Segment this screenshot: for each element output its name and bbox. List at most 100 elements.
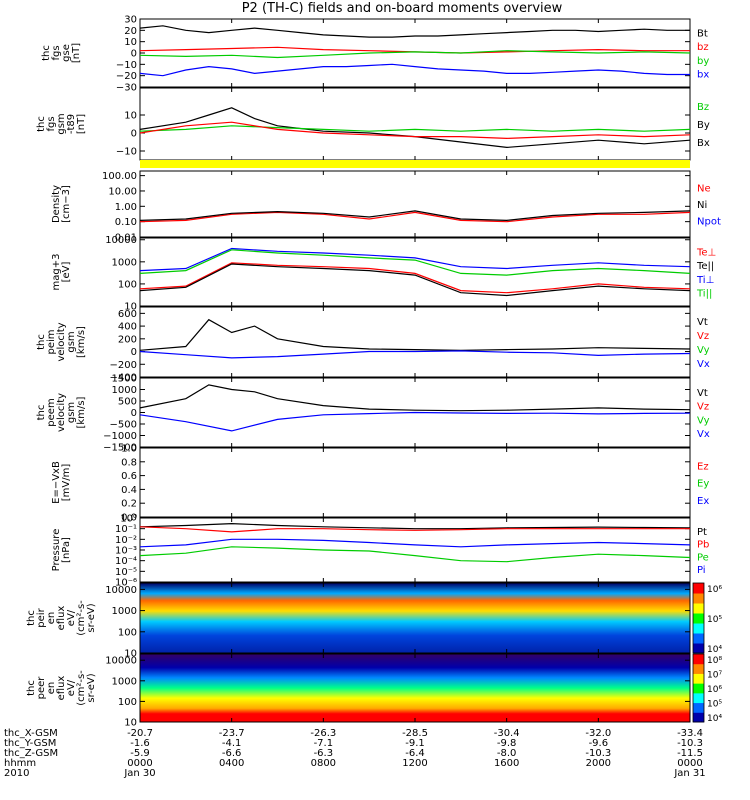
panel-temperature: 10000 1000 100 10 mag+3 [eV] Te⊥ Te|| Ti⊥ Ti|| — [51, 235, 716, 312]
legend-entry: Vx — [697, 359, 710, 370]
y-tick-label: 1000 — [112, 385, 137, 396]
x-ticks-peim_velocity — [139, 307, 691, 377]
y-axis-label-line: eV/ — [66, 679, 77, 696]
x-axis-tick-value: -28.5 — [402, 728, 428, 739]
y-tick-label: 0.2 — [121, 499, 137, 510]
y-tick-label: −500 — [110, 420, 137, 431]
legend-entry: Ey — [697, 479, 709, 490]
colorbar-segment — [693, 683, 704, 694]
y-tick-label: 0 — [131, 347, 137, 358]
legend-entry: Vy — [697, 415, 710, 426]
y-tick-label: 10⁻⁶ — [115, 578, 137, 589]
y-tick-label: 0.6 — [121, 471, 137, 482]
legend-peim_velocity: Vt Vz Vy Vx — [697, 317, 710, 370]
y-tick-label: 10⁰ — [120, 514, 137, 525]
y-tick-label: 400 — [118, 322, 137, 333]
x-axis-tick-value: -6.3 — [314, 748, 334, 759]
colorbar-tick-label: 10⁵ — [707, 700, 722, 710]
y-tick-label: 100 — [118, 697, 137, 708]
series-Vx — [139, 411, 691, 432]
y-tick-label: 1500 — [112, 374, 137, 385]
y-tick-label: 10 — [124, 718, 137, 729]
x-axis-tick-value: -9.8 — [497, 738, 517, 749]
y-axis-label-line: eV/ — [66, 609, 77, 626]
legend-entry: Vz — [697, 331, 709, 342]
colorbar-segment — [693, 712, 704, 723]
y-axis-label-line: Pressure — [51, 529, 62, 572]
y-axis-label-fgs_gsm: thc fgs gsm -t89 [nT] — [36, 113, 87, 134]
legend-entry: Pi — [697, 565, 706, 576]
x-axis-tick-value: Jan 31 — [673, 768, 705, 779]
y-tick-label: 10.00 — [108, 186, 137, 197]
legend-entry: Ne — [697, 184, 711, 195]
y-axis-label-fgs_gse: thc fgs gse [nT] — [41, 43, 82, 63]
x-axis-row-label: thc_Z-GSM — [4, 748, 58, 759]
y-tick-label: 10⁻³ — [115, 546, 137, 557]
colorbar-tick-label: 10⁵ — [707, 615, 722, 625]
y-tick-label: 20 — [124, 26, 137, 37]
y-axis-label-line: sr-eV) — [86, 673, 97, 702]
colorbar-segment — [693, 673, 704, 684]
y-axis-label-line: gsm — [66, 331, 77, 352]
x-axis-tick-value: 0800 — [311, 758, 336, 769]
y-axis-label-line: [cm−3] — [61, 185, 72, 223]
y-tick-label: 1000 — [112, 257, 137, 268]
y-tick-label: 10⁻² — [115, 535, 137, 546]
legend-entry: Ni — [697, 200, 707, 211]
x-axis-tick-value: -4.1 — [222, 738, 242, 749]
series-Pe — [139, 546, 691, 563]
series-Bz — [139, 125, 691, 132]
y-tick-label: 100 — [118, 627, 137, 638]
y-tick-label: 0.4 — [121, 485, 137, 496]
y-tick-label: 1000 — [112, 606, 137, 617]
y-axis-label-line: peir — [36, 607, 47, 627]
series-bx — [139, 63, 690, 77]
series-Vx — [139, 350, 691, 359]
legend-entry: Vx — [697, 429, 710, 440]
x-axis-tick-value: -9.6 — [589, 738, 609, 749]
x-axis-row-label: hhmm — [4, 758, 36, 769]
y-tick-label: −1000 — [103, 431, 137, 442]
x-axis-tick-value: 0000 — [677, 758, 702, 769]
colorbar-frame — [692, 582, 705, 654]
y-ticks-peer_spec: 10000 1000 100 10 — [105, 656, 690, 729]
y-axis-label-line: thc — [36, 405, 47, 421]
panel-frame — [139, 306, 691, 378]
x-axis-row-label: thc_Y-GSM — [4, 738, 56, 749]
y-tick-label: 500 — [118, 397, 137, 408]
y-axis-label-line: velocity — [56, 393, 67, 432]
y-tick-label: 600 — [118, 309, 137, 320]
y-axis-label-line: gsm — [56, 113, 67, 134]
y-tick-label: 1.00 — [115, 202, 137, 213]
colorbar-peir_spec: 10⁶ 10⁵ 10⁴ — [692, 582, 722, 655]
y-axis-label-line: (cm²-s- — [76, 600, 87, 636]
colorbar-segment — [693, 623, 704, 634]
colorbar-frame — [692, 653, 705, 723]
legend-entry: Ti|| — [696, 288, 712, 299]
colorbar-tick-label: 10⁸ — [707, 656, 722, 666]
y-axis-label-line: sr-eV) — [86, 603, 97, 632]
y-axis-label-line: [nT] — [71, 43, 82, 63]
figure-title: P2 (TH-C) fields and on-board moments ov… — [242, 1, 563, 16]
series-Ne — [139, 211, 691, 223]
y-tick-label: −10 — [116, 147, 137, 158]
legend-entry: Ex — [697, 496, 709, 507]
x-axis-tick-value: 2000 — [586, 758, 611, 769]
legend-entry: Bz — [697, 102, 709, 113]
y-tick-label: 10000 — [105, 235, 137, 246]
colorbar-segment — [693, 593, 704, 604]
y-tick-label: 10 — [124, 649, 137, 660]
y-axis-label-line: peim — [46, 329, 57, 354]
panel-frame — [139, 237, 691, 307]
y-ticks-peir_spec: 10000 1000 100 10 — [105, 585, 690, 660]
legend-entry: Pb — [697, 540, 709, 551]
series-Pt — [139, 522, 691, 530]
y-axis-label-density: Density [cm−3] — [51, 185, 72, 223]
legend-entry: Npot — [697, 217, 721, 228]
y-tick-label: 1.0 — [121, 444, 137, 455]
y-axis-label-line: peer — [36, 676, 47, 700]
